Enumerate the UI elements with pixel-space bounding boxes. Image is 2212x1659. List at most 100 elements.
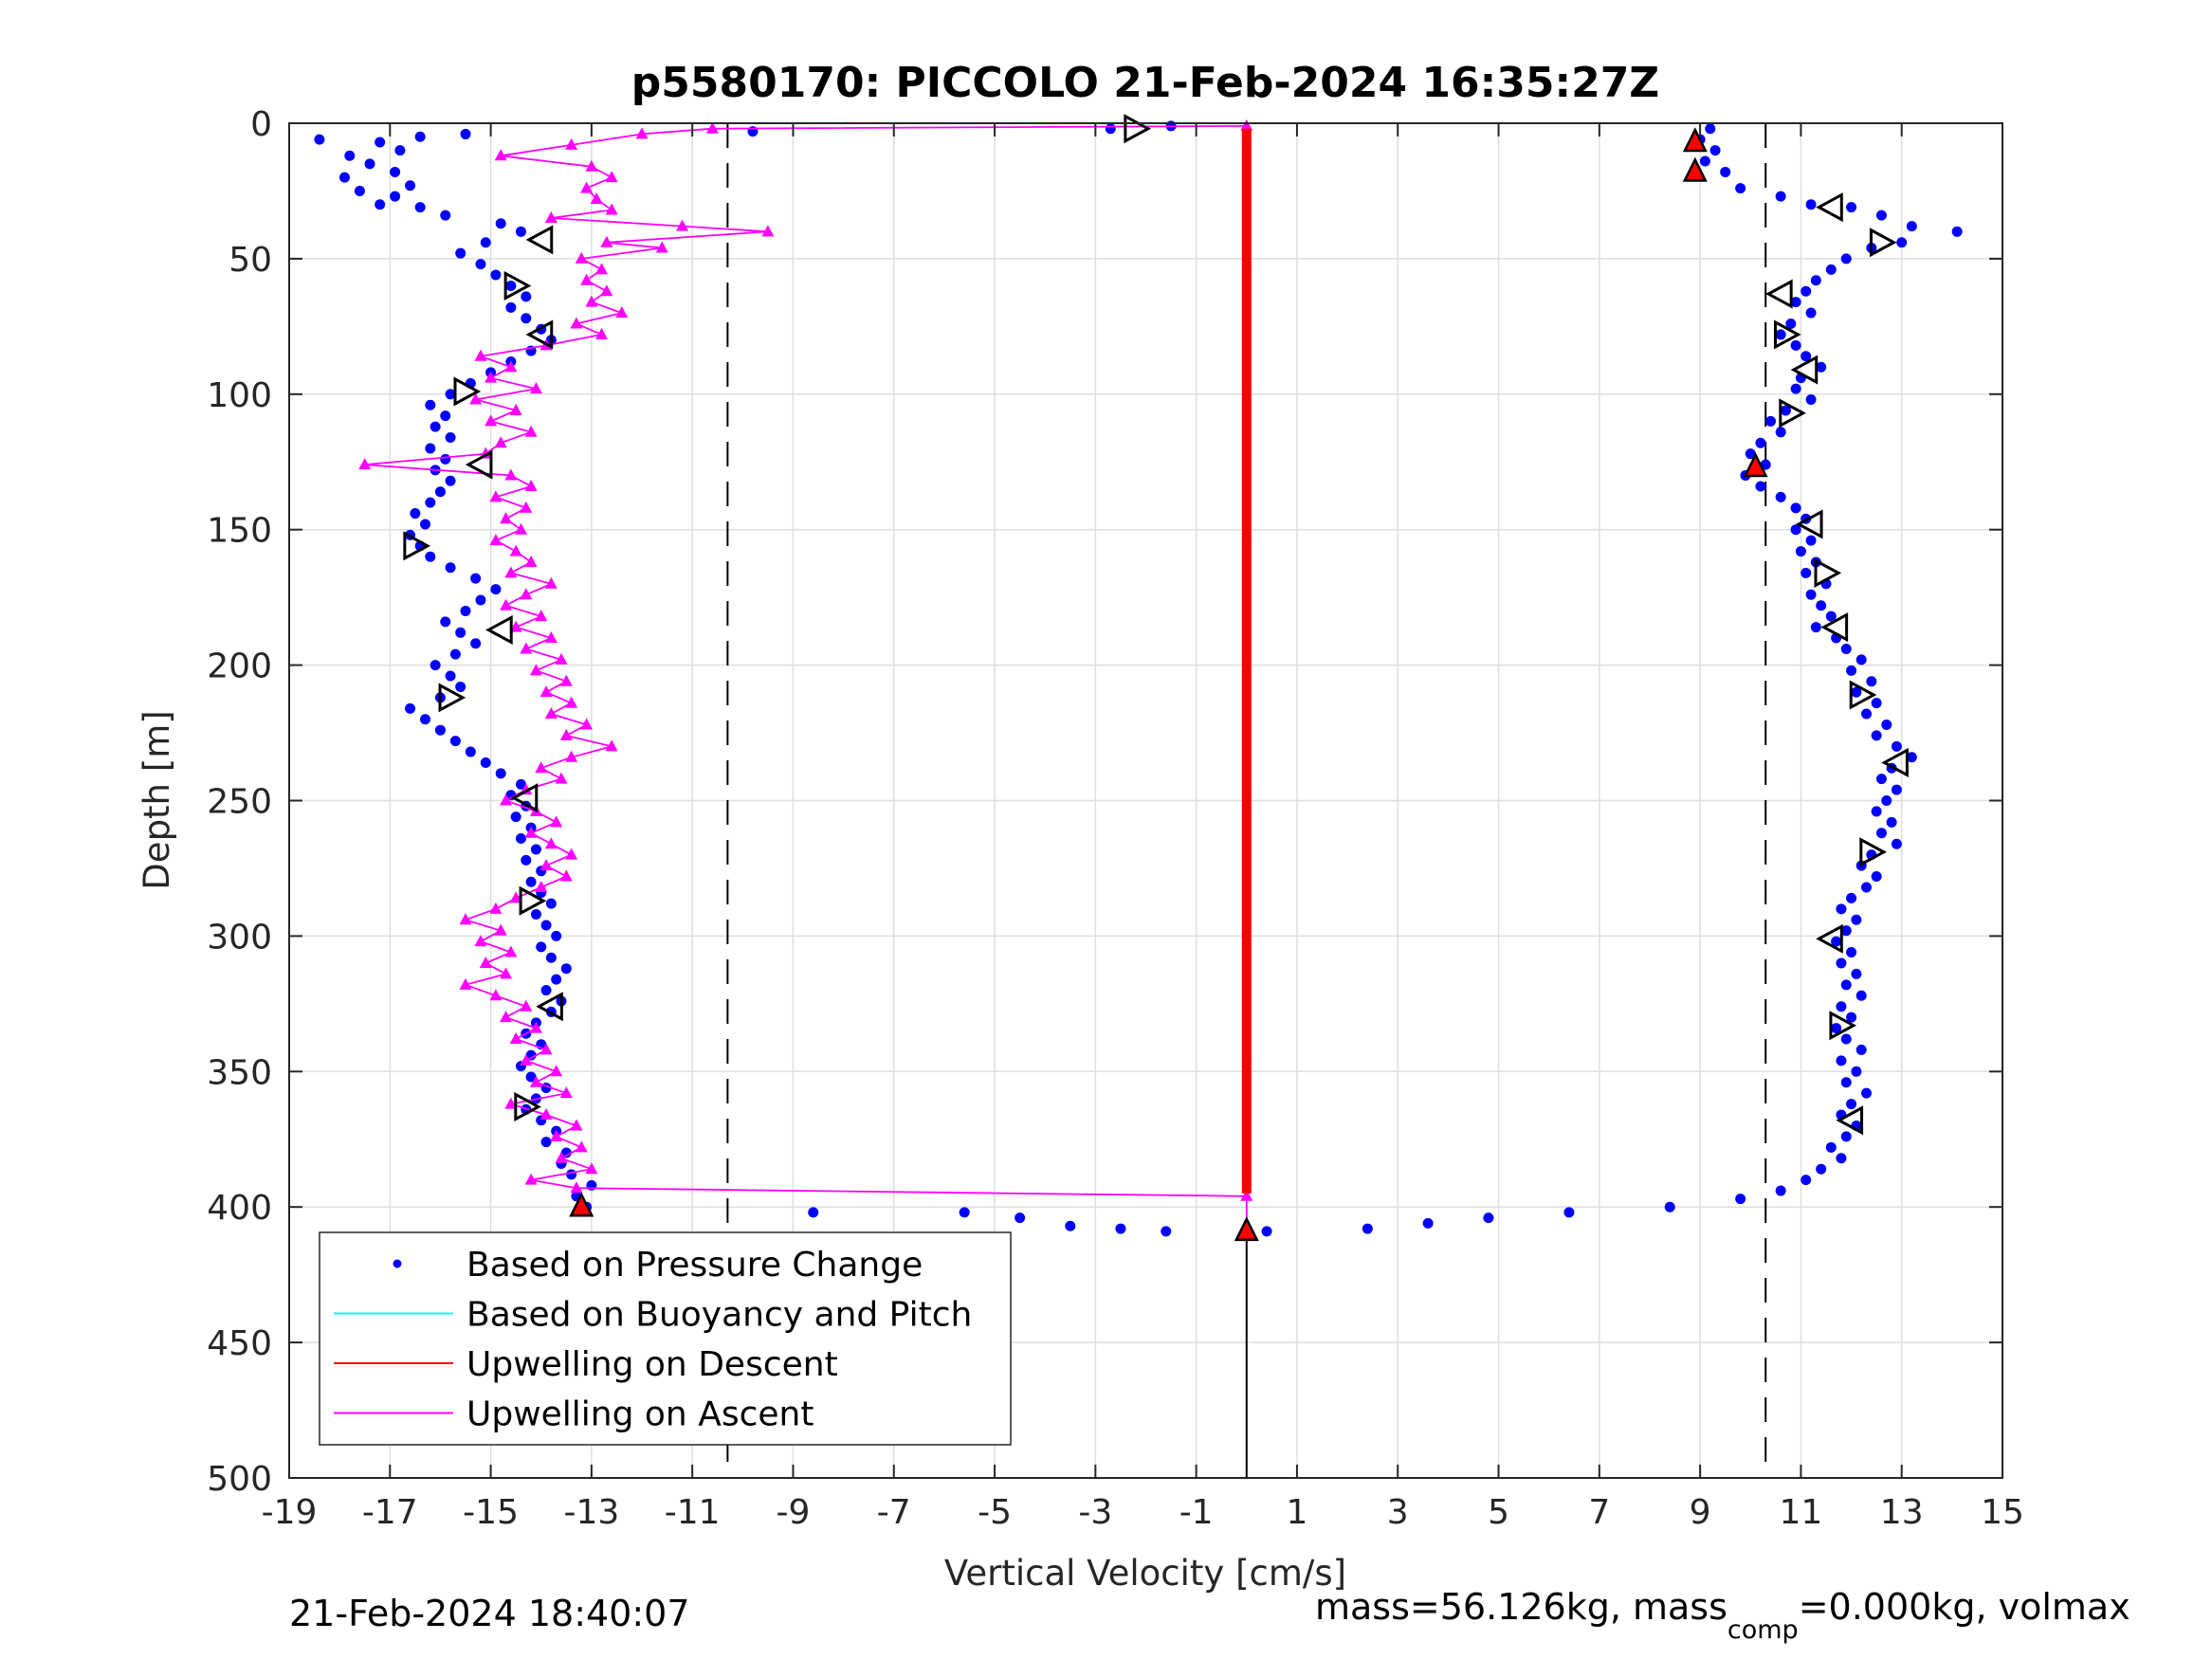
pressure-change-point	[1846, 947, 1857, 958]
pressure-change-point	[566, 1169, 577, 1180]
upwelling-ascent-point	[550, 1129, 563, 1141]
pressure-change-point	[449, 648, 461, 660]
pressure-change-point	[344, 150, 356, 161]
buoyancy-pitch-marker	[1790, 355, 1819, 385]
upwelling-ascent-point	[474, 935, 487, 947]
upwelling-ascent-point	[550, 815, 563, 828]
y-axis-label: Depth [m]	[137, 710, 177, 889]
upwelling-marker	[1682, 127, 1708, 153]
pressure-change-point	[445, 389, 456, 400]
pressure-change-point	[1840, 643, 1852, 654]
pressure-change-point	[1846, 1012, 1857, 1023]
upwelling-ascent-point	[524, 555, 538, 567]
upwelling-ascent-point	[580, 273, 594, 285]
series-layer	[314, 118, 1963, 1237]
upwelling-ascent-point	[539, 1108, 553, 1121]
y-tick-label: 0	[250, 105, 272, 144]
pressure-change-point	[375, 199, 386, 210]
pressure-change-point	[1563, 1207, 1575, 1218]
pressure-change-point	[540, 1137, 552, 1148]
pressure-change-point	[1871, 871, 1882, 883]
pressure-change-point	[1775, 427, 1786, 438]
upwelling-ascent-point	[705, 121, 719, 134]
upwelling-ascent-point	[520, 999, 533, 1012]
pressure-change-point	[1836, 957, 1847, 969]
upwelling-ascent-point	[524, 479, 538, 491]
upwelling-ascent-point	[575, 1140, 588, 1153]
pressure-change-point	[1755, 437, 1766, 448]
upwelling-ascent-point	[509, 620, 522, 632]
upwelling-ascent-point	[469, 392, 483, 405]
y-tick-label: 200	[207, 647, 272, 686]
pressure-change-point	[1261, 1226, 1272, 1237]
pressure-change-point	[1801, 351, 1812, 362]
pressure-change-point	[414, 131, 426, 142]
y-tick-label: 250	[207, 783, 272, 822]
upwelling-ascent-point	[489, 989, 503, 1001]
pressure-change-point	[1775, 191, 1786, 202]
pressure-change-point	[1735, 1194, 1746, 1205]
legend: Based on Pressure Change Based on Buoyanc…	[319, 1231, 1012, 1446]
upwelling-ascent-point	[489, 902, 503, 914]
upwelling-ascent-point	[524, 1173, 538, 1185]
pressure-change-point	[445, 475, 456, 486]
pressure-change-point	[445, 432, 456, 444]
pressure-change-point	[1664, 1201, 1675, 1212]
legend-box	[319, 1231, 1012, 1446]
pressure-change-point	[515, 833, 526, 845]
pressure-change-point	[425, 497, 436, 508]
upwelling-ascent-point	[500, 598, 513, 611]
upwelling-ascent-point	[544, 631, 558, 644]
upwelling-ascent-point	[605, 203, 618, 215]
upwelling-ascent-point	[565, 137, 578, 150]
upwelling-ascent-point	[544, 576, 558, 589]
pressure-change-point	[425, 399, 436, 410]
pressure-change-point	[1831, 1023, 1842, 1034]
pressure-change-point	[445, 670, 456, 682]
upwelling-ascent-point	[590, 192, 603, 205]
y-tick-label: 400	[207, 1189, 272, 1228]
pressure-change-point	[460, 605, 471, 616]
pressure-change-point	[405, 702, 416, 714]
upwelling-ascent-point	[504, 566, 518, 578]
upwelling-ascent-point	[509, 403, 522, 415]
x-tick-label: 15	[1981, 1493, 2024, 1532]
pressure-change-point	[419, 714, 430, 725]
pressure-change-point	[1851, 1066, 1862, 1077]
pressure-change-point	[1065, 1220, 1076, 1231]
upwelling-ascent-point	[585, 1162, 598, 1175]
pressure-change-point	[490, 584, 502, 595]
x-axis-label: Vertical Velocity [cm/s]	[944, 1553, 1346, 1594]
pressure-change-point	[475, 594, 486, 606]
buoyancy-pitch-marker	[1820, 612, 1849, 643]
pressure-change-point	[560, 1147, 572, 1158]
pressure-change-point	[1840, 253, 1852, 264]
pressure-change-point	[530, 844, 541, 855]
pressure-change-point	[440, 410, 451, 422]
pressure-change-point	[1816, 1163, 1827, 1175]
pressure-change-point	[1861, 1087, 1873, 1099]
pressure-change-point	[1871, 806, 1882, 817]
pressure-change-point	[505, 301, 517, 313]
buoyancy-pitch-marker	[1849, 680, 1877, 710]
x-tick-label: -11	[665, 1493, 721, 1532]
upwelling-ascent-point	[479, 956, 492, 968]
x-tick-label: -15	[463, 1493, 519, 1532]
pressure-change-point	[1851, 968, 1862, 979]
pressure-change-point	[1891, 784, 1902, 795]
pressure-change-point	[1881, 719, 1892, 730]
upwelling-ascent-point	[600, 235, 613, 247]
legend-label: Upwelling on Descent	[466, 1345, 838, 1384]
upwelling-ascent-point	[550, 1065, 563, 1077]
pressure-change-point	[414, 202, 426, 213]
upwelling-ascent-point	[595, 327, 609, 339]
pressure-change-point	[470, 638, 482, 649]
pressure-change-point	[1871, 730, 1882, 741]
pressure-change-point	[525, 1049, 537, 1061]
pressure-change-point	[1795, 546, 1806, 557]
pressure-change-point	[390, 191, 401, 202]
upwelling-ascent-point	[509, 891, 522, 903]
upwelling-ascent-point	[504, 468, 518, 481]
upwelling-ascent-point	[555, 1151, 568, 1163]
buoyancy-pitch-marker	[536, 992, 563, 1022]
